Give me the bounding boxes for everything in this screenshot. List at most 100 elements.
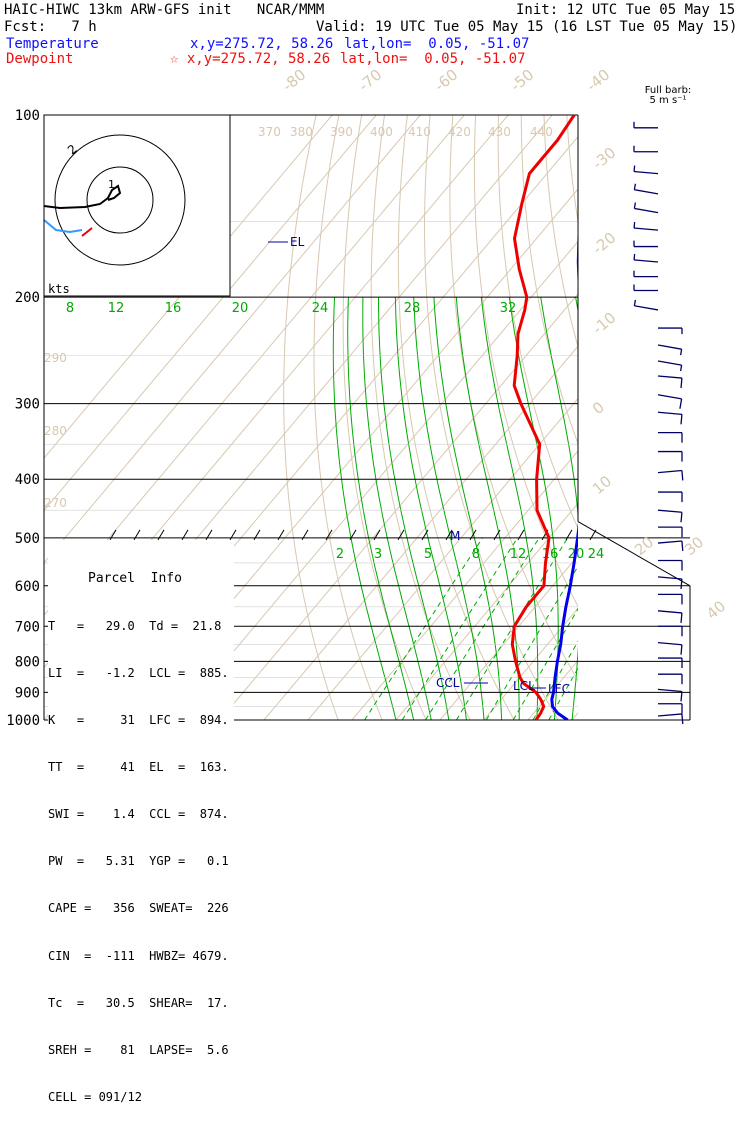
isotherm-line — [308, 115, 740, 720]
wind-barb — [658, 328, 682, 334]
wind-barb — [658, 626, 682, 636]
pressure-tick-label: 100 — [15, 108, 40, 124]
dry-adiabat — [704, 115, 740, 720]
pressure-tick-label: 1000 — [6, 713, 40, 729]
parcel-row-cin: CIN = -111 HWBZ= 4679. — [48, 949, 234, 965]
isotherm-label: 10 — [589, 472, 615, 498]
parcel-info-title: Parcel Info — [48, 571, 234, 587]
barb-legend-line2: 5 m s⁻¹ — [636, 96, 700, 106]
barb-flag — [681, 414, 682, 424]
dry-adiabat — [726, 115, 740, 720]
barb-shaft — [634, 306, 658, 310]
barb-flag — [681, 613, 682, 623]
wind-barb — [658, 412, 682, 424]
parcel-row-cape: CAPE = 356 SWEAT= 226 — [48, 901, 234, 917]
wind-barb — [658, 452, 682, 462]
theta-label: 370 — [258, 125, 281, 139]
wind-barb — [634, 222, 658, 230]
isotherm-label: -70 — [355, 66, 385, 96]
dry-adiabat — [658, 115, 740, 720]
mixing-ratio-label: 3 — [374, 547, 382, 562]
wind-barb — [634, 184, 658, 194]
wind-barb — [658, 689, 682, 701]
wind-barb — [634, 300, 658, 310]
barb-shaft — [658, 395, 682, 399]
dry-adiabat — [544, 115, 740, 720]
wind-barb — [658, 704, 682, 714]
isotherm-label: -40 — [583, 66, 613, 96]
wind-barbs — [634, 122, 683, 724]
hodograph-box — [44, 115, 230, 296]
parcel-row-tc: Tc = 30.5 SHEAR= 17. — [48, 996, 234, 1012]
isotherm-label: -10 — [589, 309, 619, 339]
wind-barb — [658, 361, 682, 371]
wind-barb — [658, 433, 682, 443]
isotherm-label: -30 — [589, 144, 619, 174]
mixing-ratio-label: 24 — [588, 547, 605, 562]
barb-shaft — [634, 228, 658, 230]
dry-adiabat — [284, 115, 338, 720]
mixing-ratio-label: 2 — [336, 547, 344, 562]
wind-barb — [658, 345, 682, 355]
barb-flag — [681, 349, 682, 355]
parcel-row-cell: CELL = 091/12 — [48, 1090, 234, 1106]
barb-flag — [681, 579, 682, 589]
mixing-ratio-label: 20 — [232, 301, 249, 316]
wind-barb — [634, 241, 658, 247]
parcel-row-pw: PW = 5.31 YGP = 0.1 — [48, 854, 234, 870]
barb-shaft — [658, 510, 682, 512]
barb-flag — [681, 365, 682, 371]
moist-adiabat — [379, 297, 449, 720]
barb-flag — [680, 399, 682, 409]
wind-barb — [634, 122, 658, 128]
moist-adiabat — [576, 297, 606, 720]
barb-shaft — [658, 689, 682, 691]
wind-barb — [658, 577, 682, 589]
isotherm-label: -20 — [589, 229, 619, 259]
isotherm-label: 20 — [631, 533, 657, 559]
dry-adiabat — [425, 115, 559, 720]
isotherm-label: 40 — [703, 597, 729, 623]
isotherm-line — [572, 115, 740, 720]
dry-adiabats — [284, 115, 740, 720]
wind-barb — [658, 643, 682, 655]
mixing-ratio-label: 5 — [424, 547, 432, 562]
barb-flag — [634, 222, 635, 228]
barb-flag — [634, 184, 635, 190]
moist-adiabat — [541, 297, 581, 720]
barb-flag — [681, 378, 682, 388]
mixing-ratio-label: 24 — [312, 301, 329, 316]
hodograph-units: kts — [48, 282, 70, 296]
annotation-el: EL — [290, 235, 305, 249]
isotherm-label: 0 — [589, 398, 608, 418]
isotherm-line — [704, 115, 740, 720]
wind-barb — [658, 492, 682, 502]
moist-adiabat — [395, 297, 466, 720]
isotherm-line — [660, 115, 740, 720]
annotation-lcl: LCL — [513, 679, 535, 693]
barb-flag — [681, 645, 682, 655]
pressure-tick-label: 500 — [15, 531, 40, 547]
barb-shaft — [658, 345, 682, 349]
theta-label: 410 — [408, 125, 431, 139]
wind-barb — [658, 541, 683, 551]
annotation-ccl: CCL — [436, 676, 460, 690]
barb-shaft — [658, 714, 682, 716]
mixing-ratio-label: 12 — [108, 301, 125, 316]
wind-barb — [658, 611, 682, 623]
wind-barb — [658, 471, 683, 481]
isotherm-label: -80 — [279, 66, 309, 96]
dry-adiabat — [590, 115, 740, 720]
barb-flag — [682, 714, 683, 724]
mixing-ratio-label: 28 — [404, 301, 421, 316]
pressure-tick-label: 900 — [15, 685, 40, 701]
barb-shaft — [658, 361, 682, 365]
wind-barb — [658, 395, 682, 409]
parcel-row-k: K = 31 LFC = 894. — [48, 713, 234, 729]
barb-flag — [681, 512, 682, 522]
barb-shaft — [634, 208, 658, 212]
isotherm-label: -50 — [507, 66, 537, 96]
dry-adiabat — [567, 115, 740, 720]
barb-flag — [681, 691, 682, 701]
theta-label: 380 — [290, 125, 313, 139]
